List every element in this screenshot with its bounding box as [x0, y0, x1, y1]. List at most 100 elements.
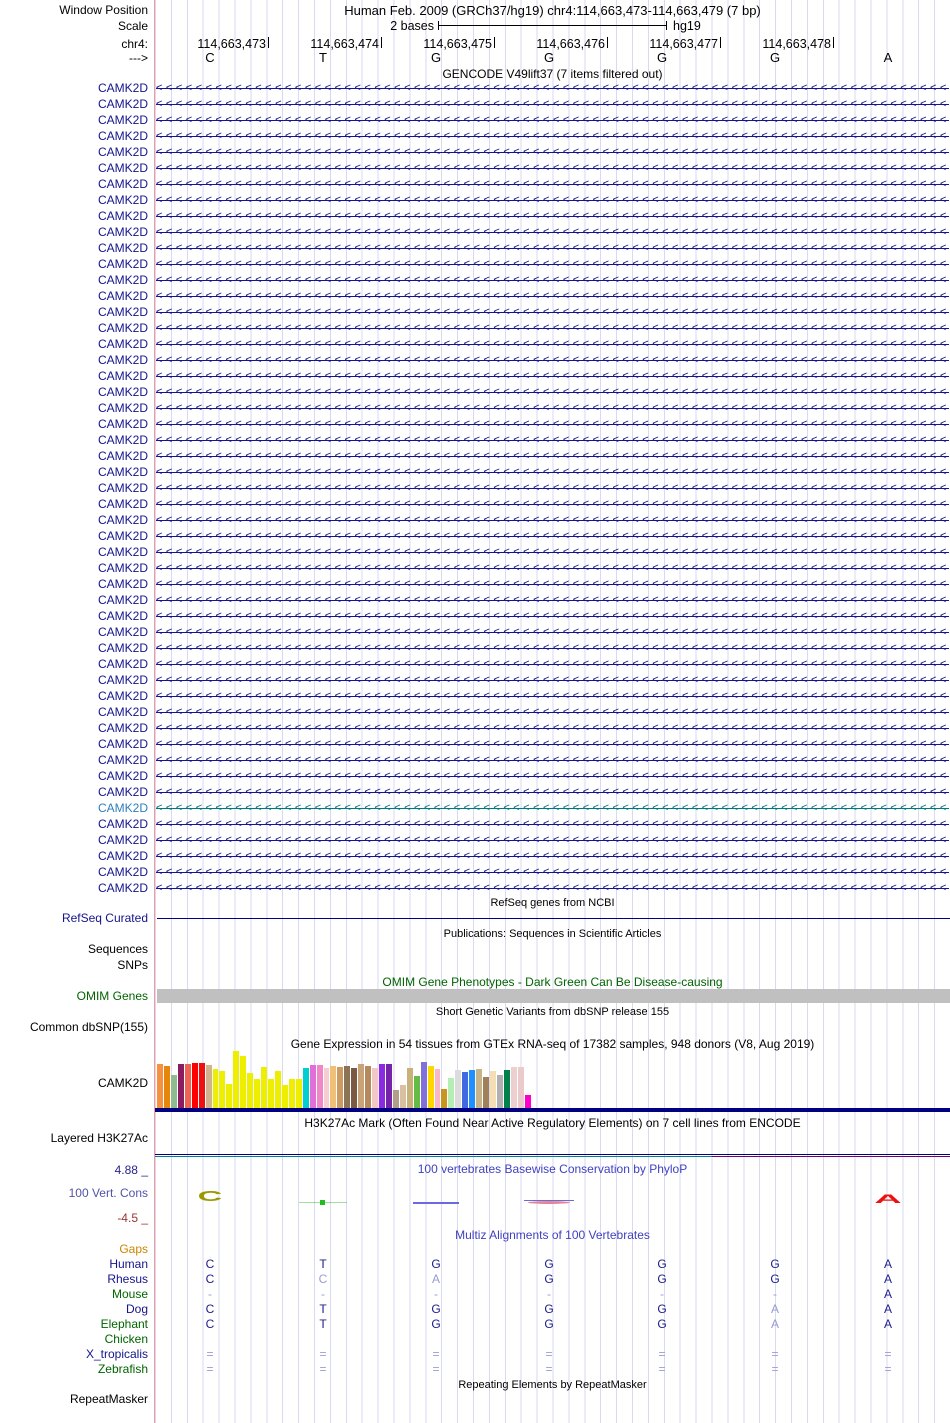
- gene-label[interactable]: CAMK2D: [97, 497, 148, 511]
- phylop-track-title[interactable]: 100 vertebrates Basewise Conservation by…: [417, 1162, 688, 1176]
- transcript-arrows-line[interactable]: <<<<<<<<<<<<<<<<<<<<<<<<<<<<<<<<<<<<<<<<…: [156, 880, 949, 896]
- gene-label[interactable]: CAMK2D: [97, 785, 148, 799]
- gene-row[interactable]: CAMK2D <<<<<<<<<<<<<<<<<<<<<<<<<<<<<<<<<<…: [0, 768, 950, 784]
- multiz-species-label[interactable]: X_tropicalis: [85, 1347, 148, 1361]
- gene-label[interactable]: CAMK2D: [97, 321, 148, 335]
- transcript-arrows-line[interactable]: <<<<<<<<<<<<<<<<<<<<<<<<<<<<<<<<<<<<<<<<…: [156, 640, 949, 656]
- gene-row[interactable]: CAMK2D <<<<<<<<<<<<<<<<<<<<<<<<<<<<<<<<<<…: [0, 400, 950, 416]
- gtex-tissue-bar[interactable]: [510, 1067, 517, 1108]
- gene-label[interactable]: CAMK2D: [97, 705, 148, 719]
- gtex-tissue-bar[interactable]: [372, 1068, 378, 1108]
- gtex-tissue-bar[interactable]: [309, 1065, 316, 1108]
- gene-row[interactable]: CAMK2D <<<<<<<<<<<<<<<<<<<<<<<<<<<<<<<<<<…: [0, 560, 950, 576]
- gene-label[interactable]: CAMK2D: [97, 801, 148, 815]
- transcript-arrows-line[interactable]: <<<<<<<<<<<<<<<<<<<<<<<<<<<<<<<<<<<<<<<<…: [156, 496, 949, 512]
- multiz-species-label[interactable]: Mouse: [111, 1287, 148, 1301]
- transcript-arrows-line[interactable]: <<<<<<<<<<<<<<<<<<<<<<<<<<<<<<<<<<<<<<<<…: [156, 128, 949, 144]
- gtex-tissue-bar[interactable]: [524, 1095, 531, 1108]
- publications-sequences-label[interactable]: Sequences: [87, 942, 148, 956]
- gtex-tissue-bar[interactable]: [462, 1072, 469, 1108]
- gene-label[interactable]: CAMK2D: [97, 449, 148, 463]
- gene-row[interactable]: CAMK2D <<<<<<<<<<<<<<<<<<<<<<<<<<<<<<<<<<…: [0, 192, 950, 208]
- gtex-track-title[interactable]: Gene Expression in 54 tissues from GTEx …: [290, 1037, 815, 1051]
- gene-row[interactable]: CAMK2D <<<<<<<<<<<<<<<<<<<<<<<<<<<<<<<<<<…: [0, 352, 950, 368]
- gtex-tissue-bar[interactable]: [288, 1079, 295, 1108]
- refseq-curated-label[interactable]: RefSeq Curated: [61, 911, 148, 925]
- transcript-arrows-line[interactable]: <<<<<<<<<<<<<<<<<<<<<<<<<<<<<<<<<<<<<<<<…: [156, 656, 949, 672]
- gene-row[interactable]: CAMK2D <<<<<<<<<<<<<<<<<<<<<<<<<<<<<<<<<<…: [0, 640, 950, 656]
- gene-row[interactable]: CAMK2D <<<<<<<<<<<<<<<<<<<<<<<<<<<<<<<<<<…: [0, 688, 950, 704]
- gene-label[interactable]: CAMK2D: [97, 465, 148, 479]
- gene-row[interactable]: CAMK2D <<<<<<<<<<<<<<<<<<<<<<<<<<<<<<<<<<…: [0, 288, 950, 304]
- multiz-species-label[interactable]: Rhesus: [107, 1272, 148, 1286]
- gene-label[interactable]: CAMK2D: [97, 353, 148, 367]
- gene-label[interactable]: CAMK2D: [97, 849, 148, 863]
- gene-row[interactable]: CAMK2D <<<<<<<<<<<<<<<<<<<<<<<<<<<<<<<<<<…: [0, 848, 950, 864]
- transcript-arrows-line[interactable]: <<<<<<<<<<<<<<<<<<<<<<<<<<<<<<<<<<<<<<<<…: [156, 432, 949, 448]
- gtex-tissue-bar[interactable]: [434, 1069, 441, 1108]
- gtex-tissue-bar[interactable]: [219, 1071, 226, 1108]
- gene-row[interactable]: CAMK2D <<<<<<<<<<<<<<<<<<<<<<<<<<<<<<<<<<…: [0, 816, 950, 832]
- gene-row[interactable]: CAMK2D <<<<<<<<<<<<<<<<<<<<<<<<<<<<<<<<<<…: [0, 512, 950, 528]
- gtex-tissue-bar[interactable]: [385, 1064, 392, 1108]
- gene-label[interactable]: CAMK2D: [97, 673, 148, 687]
- repeatmasker-label[interactable]: RepeatMasker: [69, 1392, 148, 1406]
- gene-label[interactable]: CAMK2D: [97, 721, 148, 735]
- gene-label[interactable]: CAMK2D: [97, 113, 148, 127]
- transcript-arrows-line[interactable]: <<<<<<<<<<<<<<<<<<<<<<<<<<<<<<<<<<<<<<<<…: [156, 320, 949, 336]
- publications-snps-label[interactable]: SNPs: [117, 958, 148, 972]
- transcript-arrows-line[interactable]: <<<<<<<<<<<<<<<<<<<<<<<<<<<<<<<<<<<<<<<<…: [156, 288, 949, 304]
- gtex-tissue-bar[interactable]: [212, 1069, 219, 1108]
- gene-row[interactable]: CAMK2D <<<<<<<<<<<<<<<<<<<<<<<<<<<<<<<<<<…: [0, 272, 950, 288]
- gene-row[interactable]: CAMK2D <<<<<<<<<<<<<<<<<<<<<<<<<<<<<<<<<<…: [0, 432, 950, 448]
- gene-label[interactable]: CAMK2D: [97, 577, 148, 591]
- gene-label[interactable]: CAMK2D: [97, 513, 148, 527]
- gtex-tissue-bar[interactable]: [323, 1068, 330, 1108]
- transcript-arrows-line[interactable]: <<<<<<<<<<<<<<<<<<<<<<<<<<<<<<<<<<<<<<<<…: [156, 192, 949, 208]
- gene-row[interactable]: CAMK2D <<<<<<<<<<<<<<<<<<<<<<<<<<<<<<<<<<…: [0, 752, 950, 768]
- transcript-arrows-line[interactable]: <<<<<<<<<<<<<<<<<<<<<<<<<<<<<<<<<<<<<<<<…: [156, 864, 949, 880]
- gene-row[interactable]: CAMK2D <<<<<<<<<<<<<<<<<<<<<<<<<<<<<<<<<<…: [0, 704, 950, 720]
- gtex-tissue-bar[interactable]: [517, 1067, 524, 1108]
- gtex-tissue-bar[interactable]: [254, 1079, 261, 1108]
- h3k27ac-label[interactable]: Layered H3K27Ac: [50, 1131, 148, 1145]
- transcript-arrows-line[interactable]: <<<<<<<<<<<<<<<<<<<<<<<<<<<<<<<<<<<<<<<<…: [156, 528, 949, 544]
- gene-label[interactable]: CAMK2D: [97, 225, 148, 239]
- gene-label[interactable]: CAMK2D: [97, 865, 148, 879]
- gtex-tissue-bar[interactable]: [205, 1065, 212, 1108]
- gene-row[interactable]: CAMK2D <<<<<<<<<<<<<<<<<<<<<<<<<<<<<<<<<<…: [0, 480, 950, 496]
- transcript-arrows-line[interactable]: <<<<<<<<<<<<<<<<<<<<<<<<<<<<<<<<<<<<<<<<…: [156, 272, 949, 288]
- gene-label[interactable]: CAMK2D: [97, 401, 148, 415]
- transcript-arrows-line[interactable]: <<<<<<<<<<<<<<<<<<<<<<<<<<<<<<<<<<<<<<<<…: [156, 624, 949, 640]
- gene-row[interactable]: CAMK2D <<<<<<<<<<<<<<<<<<<<<<<<<<<<<<<<<<…: [0, 240, 950, 256]
- gtex-tissue-bar[interactable]: [476, 1069, 483, 1108]
- transcript-arrows-line[interactable]: <<<<<<<<<<<<<<<<<<<<<<<<<<<<<<<<<<<<<<<<…: [156, 752, 949, 768]
- gene-label[interactable]: CAMK2D: [97, 177, 148, 191]
- gene-label[interactable]: CAMK2D: [97, 881, 148, 895]
- transcript-arrows-line[interactable]: <<<<<<<<<<<<<<<<<<<<<<<<<<<<<<<<<<<<<<<<…: [156, 400, 949, 416]
- transcript-arrows-line[interactable]: <<<<<<<<<<<<<<<<<<<<<<<<<<<<<<<<<<<<<<<<…: [156, 592, 949, 608]
- gene-row-highlighted[interactable]: CAMK2D <<<<<<<<<<<<<<<<<<<<<<<<<<<<<<<<<<…: [0, 800, 950, 816]
- gene-label[interactable]: CAMK2D: [97, 257, 148, 271]
- gene-row[interactable]: CAMK2D <<<<<<<<<<<<<<<<<<<<<<<<<<<<<<<<<<…: [0, 160, 950, 176]
- gtex-tissue-bar[interactable]: [170, 1075, 177, 1108]
- gene-label[interactable]: CAMK2D: [97, 737, 148, 751]
- gene-row[interactable]: CAMK2D <<<<<<<<<<<<<<<<<<<<<<<<<<<<<<<<<<…: [0, 832, 950, 848]
- gtex-tissue-bar[interactable]: [365, 1066, 372, 1108]
- gtex-tissue-bar[interactable]: [351, 1068, 358, 1108]
- gene-row[interactable]: CAMK2D <<<<<<<<<<<<<<<<<<<<<<<<<<<<<<<<<<…: [0, 320, 950, 336]
- gene-row[interactable]: CAMK2D <<<<<<<<<<<<<<<<<<<<<<<<<<<<<<<<<<…: [0, 224, 950, 240]
- gene-label[interactable]: CAMK2D: [97, 433, 148, 447]
- multiz-species-label[interactable]: Human: [109, 1257, 148, 1271]
- transcript-arrows-line[interactable]: <<<<<<<<<<<<<<<<<<<<<<<<<<<<<<<<<<<<<<<<…: [156, 336, 949, 352]
- gene-label[interactable]: CAMK2D: [97, 625, 148, 639]
- transcript-arrows-line[interactable]: <<<<<<<<<<<<<<<<<<<<<<<<<<<<<<<<<<<<<<<<…: [156, 688, 949, 704]
- gtex-tissue-bar[interactable]: [427, 1066, 434, 1108]
- gene-row[interactable]: CAMK2D <<<<<<<<<<<<<<<<<<<<<<<<<<<<<<<<<<…: [0, 608, 950, 624]
- gtex-tissue-bar[interactable]: [247, 1073, 254, 1108]
- gene-label[interactable]: CAMK2D: [97, 385, 148, 399]
- gtex-tissue-bar[interactable]: [177, 1064, 184, 1108]
- transcript-arrows-line[interactable]: <<<<<<<<<<<<<<<<<<<<<<<<<<<<<<<<<<<<<<<<…: [156, 224, 949, 240]
- gene-label[interactable]: CAMK2D: [97, 145, 148, 159]
- gtex-tissue-bar[interactable]: [420, 1062, 427, 1108]
